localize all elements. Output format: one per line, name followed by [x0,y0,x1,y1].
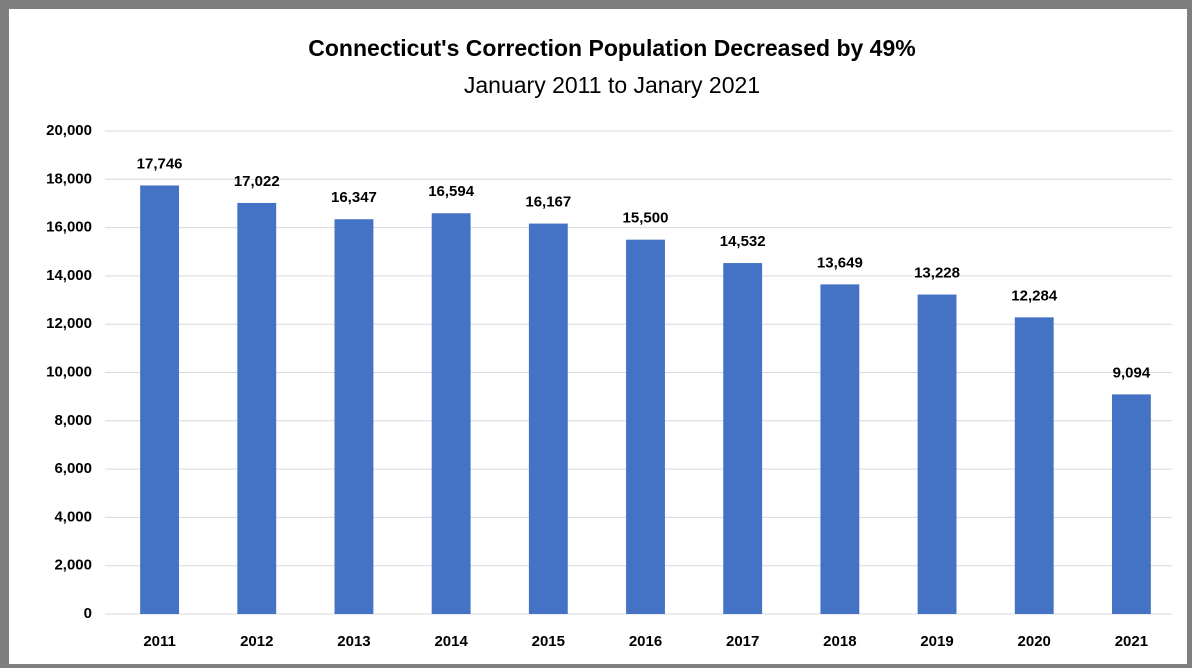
bar [1014,317,1054,614]
chart-subtitle: January 2011 to Janary 2021 [464,72,760,98]
y-tick-label: 18,000 [46,170,92,187]
x-tick-label: 2012 [240,633,273,650]
x-tick-label: 2016 [629,633,662,650]
data-label: 17,022 [234,173,280,190]
bar [528,223,568,614]
data-label: 13,228 [914,265,960,282]
bar [626,239,665,615]
data-label: 16,594 [428,183,475,200]
data-label: 12,284 [1011,287,1058,304]
x-tick-label: 2018 [823,633,856,650]
data-label: 16,167 [525,194,571,211]
bar [237,202,277,614]
bar [917,294,957,614]
bar [1111,394,1151,614]
x-tick-label: 2011 [143,633,176,650]
bar [723,263,763,614]
x-tick-label: 2015 [532,633,565,650]
bar [140,185,180,615]
y-tick-label: 6,000 [54,460,92,477]
chart-title: Connecticut's Correction Population Decr… [308,35,915,61]
x-tick-label: 2020 [1018,633,1051,650]
y-tick-label: 2,000 [54,557,92,574]
data-label: 17,746 [137,155,183,172]
bar [820,284,860,614]
y-tick-label: 4,000 [54,508,92,525]
x-tick-label: 2014 [434,633,468,650]
y-tick-label: 8,000 [54,412,92,429]
x-tick-label: 2021 [1115,633,1148,650]
y-tick-label: 20,000 [46,122,92,139]
bar [431,213,471,615]
chart-frame [9,9,1187,664]
x-tick-label: 2019 [920,633,953,650]
data-label: 15,500 [623,210,669,227]
y-tick-label: 10,000 [46,363,92,380]
data-label: 9,094 [1113,364,1151,381]
y-tick-label: 14,000 [46,267,92,284]
data-label: 16,347 [331,189,377,206]
x-tick-label: 2017 [726,633,759,650]
y-tick-label: 12,000 [46,315,92,332]
y-tick-label: 16,000 [46,219,92,236]
y-tick-label: 0 [84,605,92,622]
x-tick-label: 2013 [337,633,370,650]
data-label: 14,532 [720,233,766,250]
bar [334,219,374,614]
data-label: 13,649 [817,254,863,271]
